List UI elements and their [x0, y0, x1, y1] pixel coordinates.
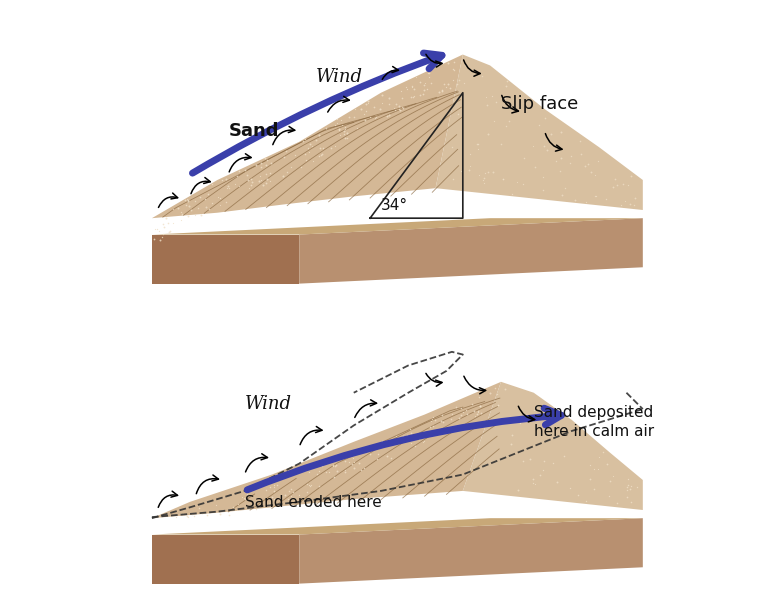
Polygon shape — [152, 55, 463, 218]
Polygon shape — [299, 218, 643, 284]
Text: Slip face: Slip face — [501, 95, 578, 113]
Polygon shape — [152, 235, 299, 284]
Polygon shape — [436, 55, 643, 210]
Text: Sand: Sand — [229, 122, 279, 140]
Text: Sand eroded here: Sand eroded here — [245, 495, 382, 510]
Text: 34°: 34° — [381, 198, 408, 213]
Polygon shape — [299, 518, 643, 584]
Polygon shape — [152, 518, 643, 535]
Polygon shape — [152, 218, 643, 235]
Polygon shape — [152, 382, 501, 518]
Text: Sand deposited
here in calm air: Sand deposited here in calm air — [533, 404, 654, 439]
Text: Wind: Wind — [245, 395, 292, 413]
Text: Wind: Wind — [315, 68, 363, 86]
Polygon shape — [463, 382, 643, 510]
Polygon shape — [152, 535, 299, 584]
